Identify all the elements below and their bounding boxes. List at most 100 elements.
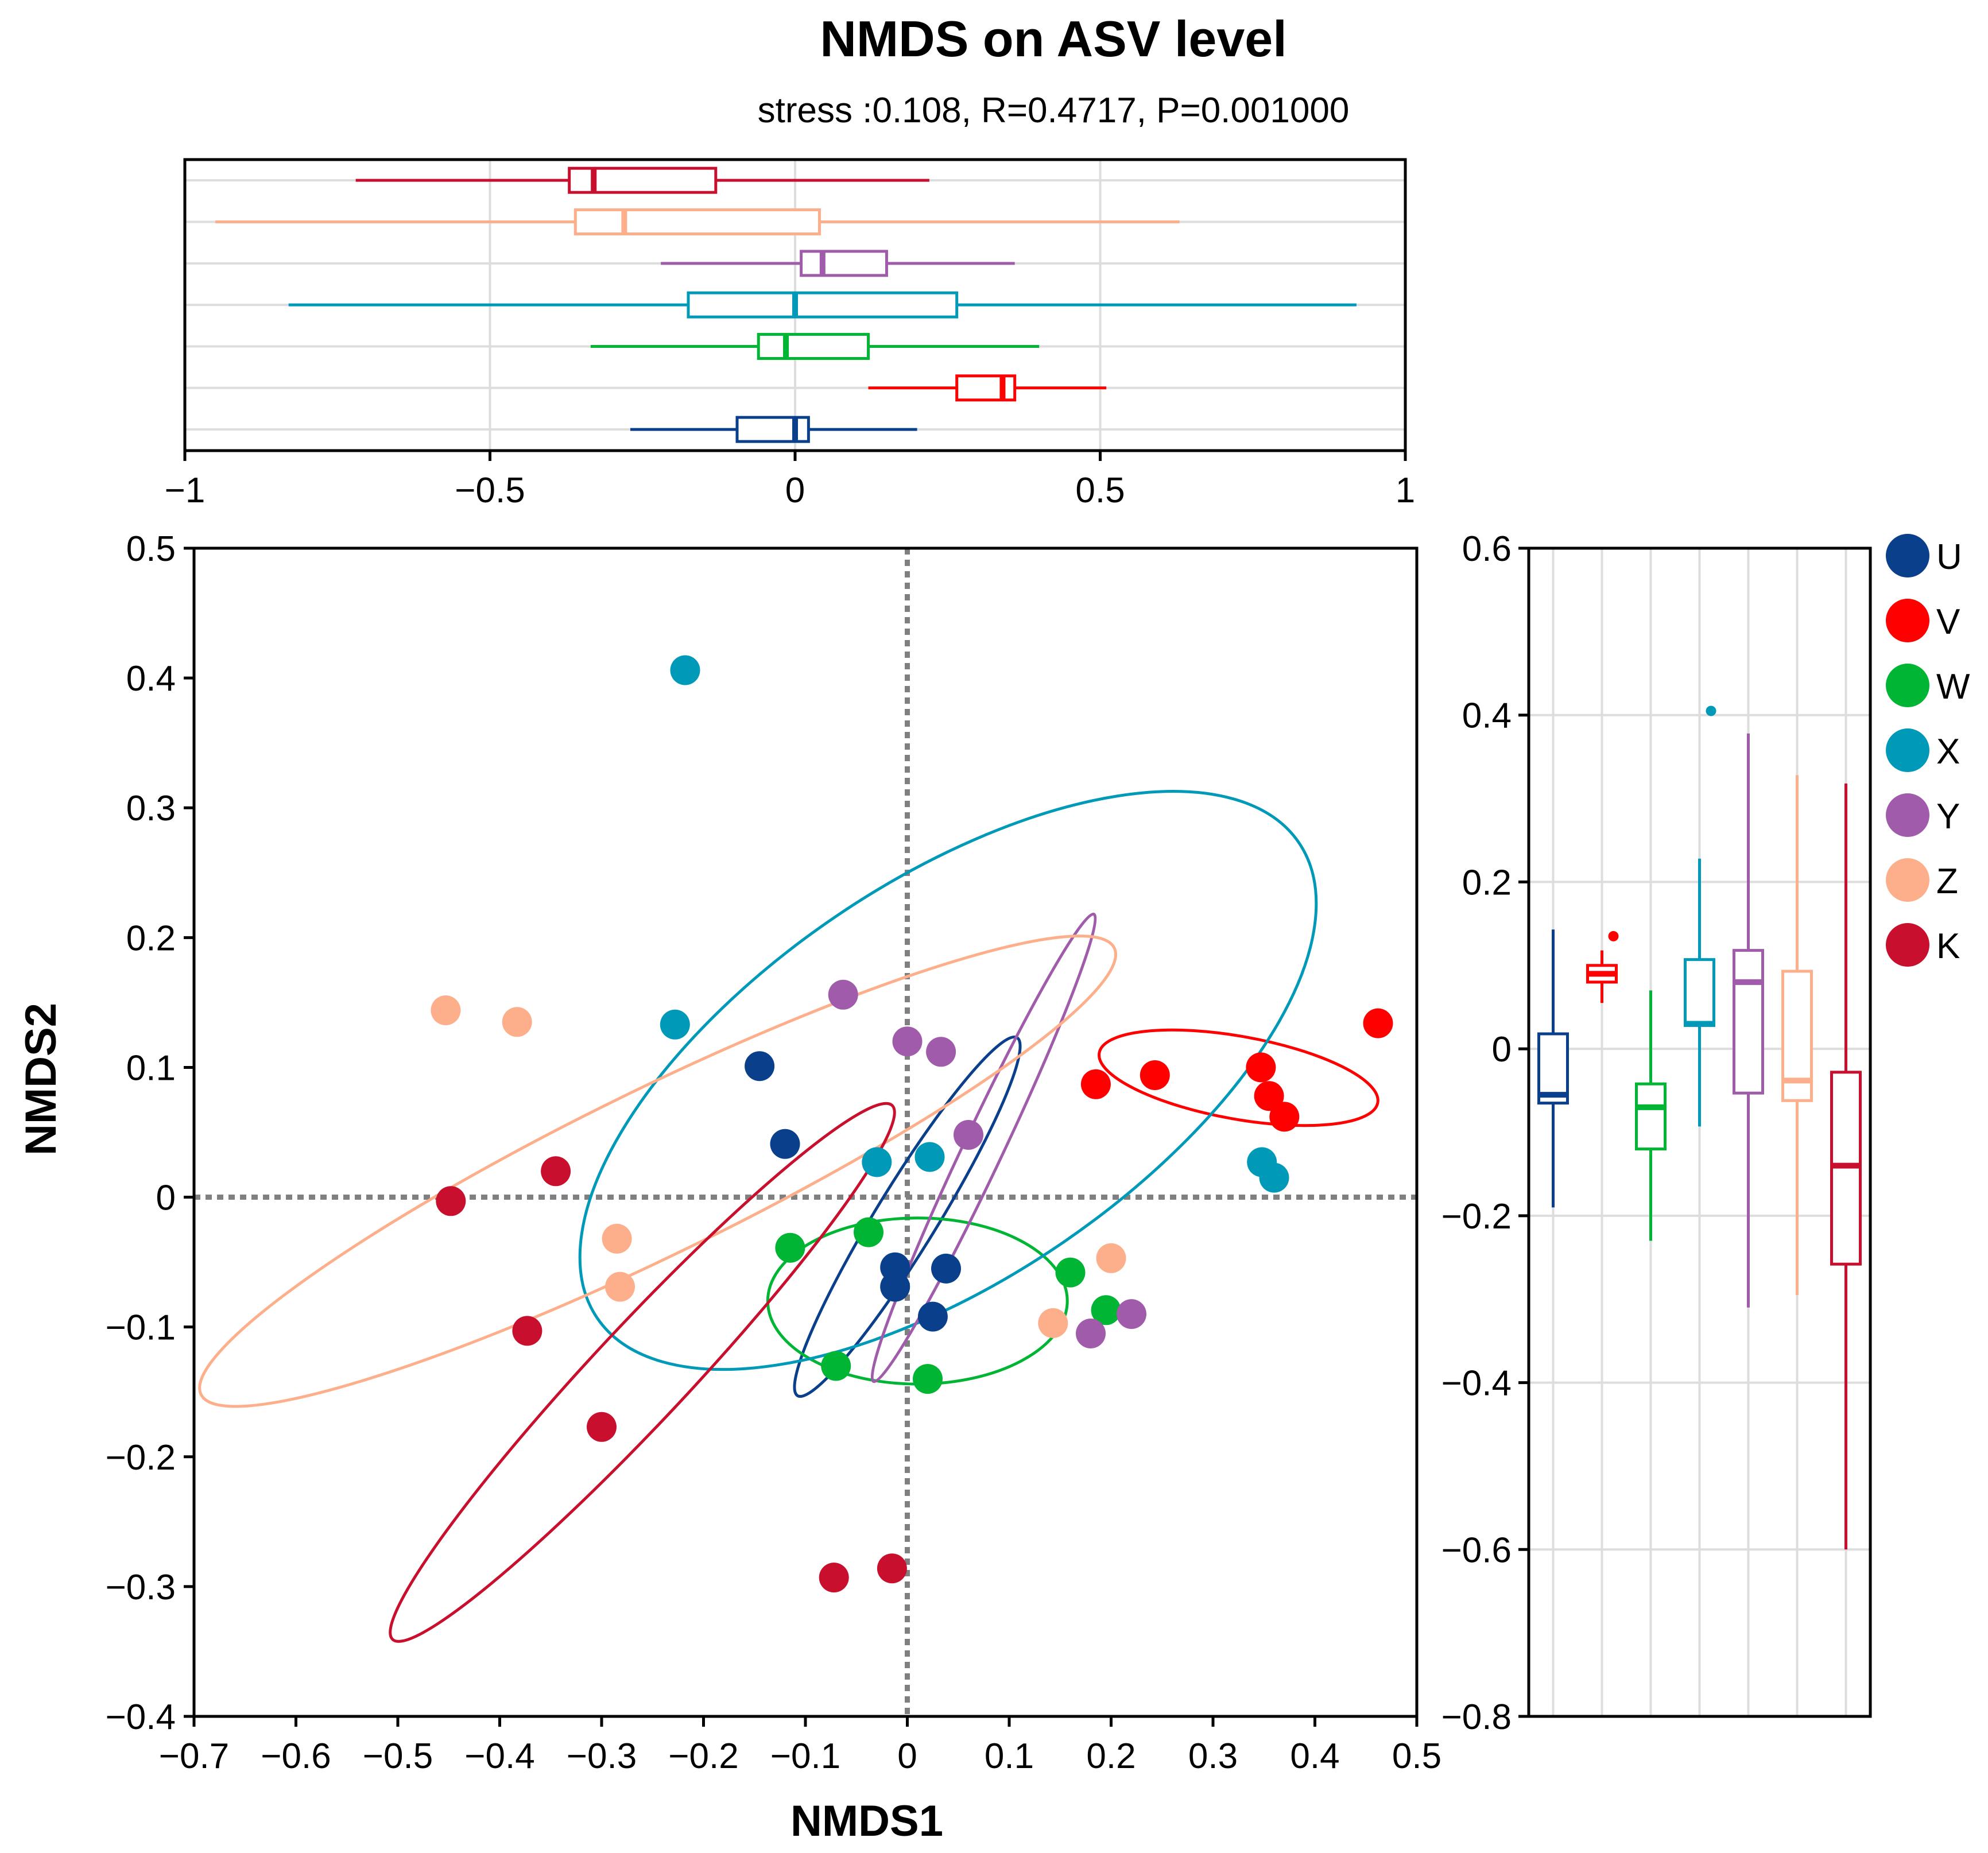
top-box-K bbox=[355, 166, 929, 194]
x-tick-label: 0.5 bbox=[1392, 1736, 1441, 1776]
right-box-Y bbox=[1733, 733, 1764, 1308]
x-tick-label: 0 bbox=[897, 1736, 917, 1776]
y-tick-label: −0.4 bbox=[106, 1697, 176, 1737]
y-tick-label: −0.3 bbox=[106, 1568, 176, 1607]
point-K-6 bbox=[877, 1553, 907, 1584]
point-U-2 bbox=[770, 1129, 800, 1159]
point-W-2 bbox=[854, 1217, 883, 1247]
x-tick-label: −0.5 bbox=[363, 1736, 433, 1776]
point-V-4 bbox=[1254, 1081, 1284, 1111]
top-x-tick-label: 0.5 bbox=[1075, 471, 1125, 510]
legend-label-K: K bbox=[1936, 926, 1960, 966]
y-tick-label: −0.1 bbox=[106, 1308, 176, 1348]
legend-swatch-V bbox=[1886, 599, 1929, 642]
x-tick-label: 0.2 bbox=[1086, 1736, 1136, 1776]
top-x-tick-label: 1 bbox=[1396, 471, 1415, 510]
point-Z-5 bbox=[1096, 1243, 1126, 1273]
point-V-5 bbox=[1269, 1102, 1300, 1132]
y-axis-title: NMDS2 bbox=[17, 1003, 65, 1156]
ellipse-V bbox=[1098, 1028, 1379, 1127]
x-tick-label: 0.4 bbox=[1290, 1736, 1339, 1776]
point-group bbox=[431, 655, 1393, 1593]
right-box-outlier bbox=[1608, 931, 1619, 941]
right-box-rect bbox=[1635, 1082, 1667, 1151]
top-box-Z bbox=[215, 208, 1180, 235]
point-X-3 bbox=[862, 1147, 892, 1177]
legend-swatch-W bbox=[1886, 664, 1929, 707]
top-box-X bbox=[288, 291, 1357, 319]
x-tick-label: −0.4 bbox=[464, 1736, 534, 1776]
point-Z-3 bbox=[602, 1223, 632, 1254]
point-Z-4 bbox=[605, 1271, 635, 1302]
x-tick-label: −0.3 bbox=[567, 1736, 637, 1776]
top-x-tick-label: −1 bbox=[165, 471, 206, 510]
top-box-rect bbox=[955, 374, 1017, 402]
point-U-1 bbox=[745, 1051, 775, 1081]
right-box-rect bbox=[1684, 958, 1715, 1027]
legend-swatch-K bbox=[1886, 923, 1929, 967]
top-x-tick-label: 0 bbox=[785, 471, 805, 510]
y-tick-label: 0.3 bbox=[126, 789, 176, 828]
point-X-6 bbox=[1259, 1162, 1289, 1193]
point-X-4 bbox=[914, 1142, 945, 1172]
ellipse-Y bbox=[870, 912, 1097, 1383]
point-W-5 bbox=[821, 1351, 851, 1381]
y-tick-label: 0.2 bbox=[126, 918, 176, 958]
right-box-X bbox=[1684, 705, 1716, 1127]
legend-swatch-Z bbox=[1886, 858, 1929, 902]
point-Y-4 bbox=[954, 1120, 983, 1150]
x-tick-label: 0.1 bbox=[985, 1736, 1034, 1776]
point-Z-2 bbox=[502, 1007, 532, 1037]
point-U-6 bbox=[917, 1301, 948, 1332]
point-V-3 bbox=[1246, 1052, 1276, 1083]
right-box-frame bbox=[1527, 546, 1872, 1718]
legend-label-Z: Z bbox=[1936, 862, 1958, 901]
legend-label-X: X bbox=[1936, 732, 1960, 772]
point-U-4 bbox=[931, 1253, 961, 1284]
right-y-tick-label: −0.6 bbox=[1441, 1530, 1512, 1570]
point-Z-1 bbox=[431, 995, 461, 1025]
point-W-1 bbox=[775, 1232, 805, 1263]
point-V-2 bbox=[1140, 1060, 1170, 1090]
point-Y-2 bbox=[892, 1026, 923, 1057]
chart-title: NMDS on ASV level bbox=[820, 10, 1286, 67]
right-y-tick-label: −0.4 bbox=[1441, 1364, 1512, 1404]
legend-label-V: V bbox=[1936, 602, 1960, 642]
x-tick-label: −0.2 bbox=[668, 1736, 738, 1776]
point-X-1 bbox=[670, 655, 700, 685]
top-box-rect bbox=[573, 208, 821, 235]
right-y-tick-label: 0.4 bbox=[1462, 696, 1512, 736]
ellipse-Z bbox=[198, 935, 1117, 1408]
right-box-outlier bbox=[1706, 705, 1716, 716]
ellipse-group bbox=[198, 790, 1379, 1643]
top-box-W bbox=[590, 332, 1040, 360]
x-tick-label: −0.6 bbox=[261, 1736, 331, 1776]
y-tick-label: 0.5 bbox=[126, 529, 176, 569]
top-box-U bbox=[630, 416, 917, 443]
x-axis-title: NMDS1 bbox=[790, 1797, 943, 1846]
point-K-5 bbox=[819, 1563, 849, 1593]
top-box-rect bbox=[687, 291, 959, 319]
x-tick-label: 0.3 bbox=[1188, 1736, 1238, 1776]
point-Y-1 bbox=[828, 979, 858, 1010]
right-y-tick-label: 0.2 bbox=[1462, 863, 1512, 902]
point-K-2 bbox=[541, 1156, 571, 1187]
point-W-4 bbox=[1091, 1295, 1121, 1325]
ellipse-X bbox=[578, 790, 1318, 1371]
legend-label-W: W bbox=[1936, 667, 1970, 707]
right-box-Z bbox=[1781, 775, 1813, 1295]
top-box-rect bbox=[800, 250, 888, 277]
legend-swatch-U bbox=[1886, 534, 1929, 577]
top-box-V bbox=[868, 374, 1107, 402]
point-Y-6 bbox=[1117, 1299, 1146, 1329]
point-V-6 bbox=[1363, 1008, 1393, 1038]
point-K-3 bbox=[512, 1316, 542, 1346]
point-W-3 bbox=[1055, 1257, 1086, 1288]
point-K-1 bbox=[436, 1186, 466, 1216]
point-X-2 bbox=[660, 1009, 690, 1040]
right-box-U bbox=[1537, 929, 1569, 1208]
y-tick-label: 0.1 bbox=[126, 1048, 176, 1088]
y-tick-label: 0 bbox=[156, 1179, 176, 1218]
